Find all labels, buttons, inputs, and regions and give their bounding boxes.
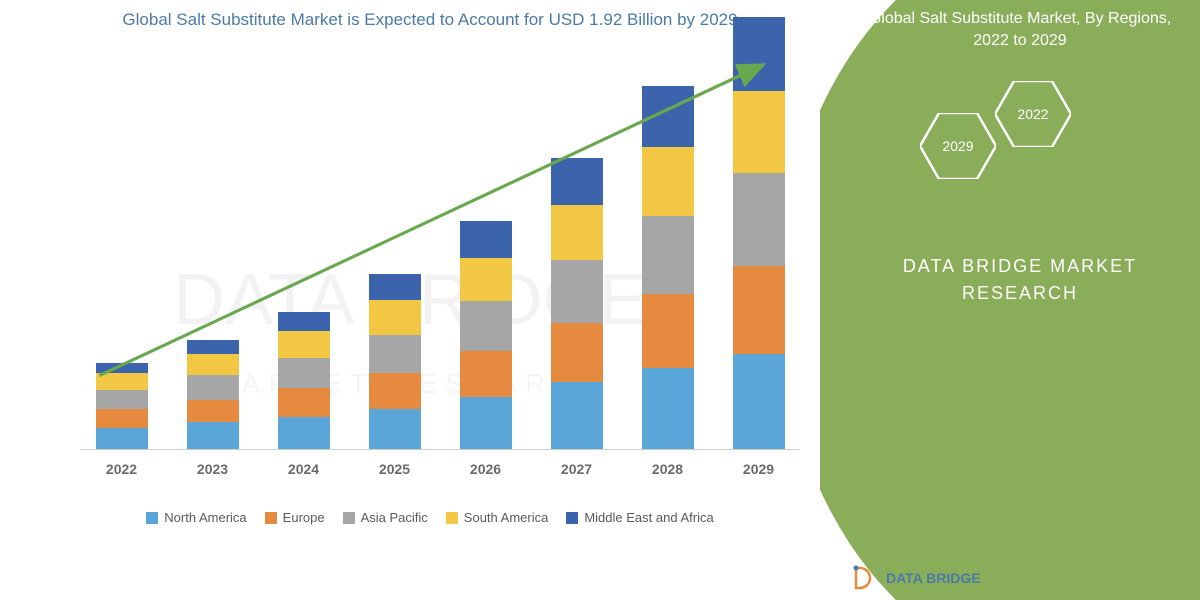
- bar-segment: [96, 373, 148, 390]
- bar-group: 2023: [181, 340, 244, 449]
- x-axis-label: 2024: [288, 461, 319, 477]
- x-axis-label: 2023: [197, 461, 228, 477]
- bar-segment: [733, 91, 785, 173]
- bar-segment: [278, 331, 330, 358]
- chart-plot: 20222023202420252026202720282029: [80, 50, 800, 470]
- bar-stack: [551, 158, 603, 449]
- bar-segment: [733, 17, 785, 91]
- bar-segment: [369, 409, 421, 449]
- legend-label: Asia Pacific: [361, 510, 428, 525]
- legend-item: South America: [446, 510, 549, 525]
- legend-label: North America: [164, 510, 246, 525]
- bar-stack: [733, 17, 785, 449]
- bar-segment: [551, 323, 603, 382]
- bar-segment: [642, 147, 694, 216]
- brand-line1: DATA BRIDGE MARKET: [860, 253, 1180, 280]
- bar-segment: [187, 422, 239, 449]
- bar-segment: [96, 390, 148, 409]
- main-container: DATA BRIDGE MARKET RESEARCH Global Salt …: [0, 0, 1200, 600]
- hexagon-group: 2029 2022: [860, 73, 1180, 213]
- brand-text: DATA BRIDGE MARKET RESEARCH: [860, 253, 1180, 307]
- bar-segment: [733, 266, 785, 354]
- bar-segment: [551, 205, 603, 260]
- bar-segment: [96, 363, 148, 373]
- hex-2029-label: 2029: [942, 138, 973, 154]
- bar-group: 2024: [272, 312, 335, 449]
- brand-line2: RESEARCH: [860, 280, 1180, 307]
- bar-group: 2029: [727, 17, 790, 449]
- bar-segment: [551, 158, 603, 206]
- bar-segment: [642, 86, 694, 147]
- legend-swatch: [446, 512, 458, 524]
- legend-label: Middle East and Africa: [584, 510, 713, 525]
- bar-segment: [369, 373, 421, 409]
- bar-group: 2025: [363, 274, 426, 449]
- right-content: Global Salt Substitute Market, By Region…: [820, 0, 1200, 600]
- hex-2029: 2029: [920, 113, 996, 179]
- bar-segment: [187, 340, 239, 353]
- bar-segment: [551, 382, 603, 449]
- bar-segment: [278, 358, 330, 388]
- mini-logo: DATA BRIDGE: [850, 564, 981, 592]
- legend-item: Europe: [265, 510, 325, 525]
- bar-segment: [369, 300, 421, 334]
- bars-container: 20222023202420252026202720282029: [80, 50, 800, 450]
- mini-logo-text: DATA BRIDGE: [886, 570, 981, 586]
- legend: North America Europe Asia Pacific South Ame…: [60, 510, 800, 525]
- bar-stack: [369, 274, 421, 449]
- bar-stack: [187, 340, 239, 449]
- bar-segment: [187, 354, 239, 375]
- legend-label: South America: [464, 510, 549, 525]
- legend-item: North America: [146, 510, 246, 525]
- legend-swatch: [265, 512, 277, 524]
- x-axis-label: 2025: [379, 461, 410, 477]
- legend-label: Europe: [283, 510, 325, 525]
- chart-panel: DATA BRIDGE MARKET RESEARCH Global Salt …: [0, 0, 820, 600]
- bar-segment: [460, 301, 512, 351]
- bar-segment: [187, 400, 239, 423]
- legend-item: Asia Pacific: [343, 510, 428, 525]
- bar-segment: [96, 428, 148, 449]
- bar-segment: [460, 258, 512, 302]
- x-axis-label: 2022: [106, 461, 137, 477]
- legend-swatch: [566, 512, 578, 524]
- x-axis-label: 2029: [743, 461, 774, 477]
- bar-stack: [278, 312, 330, 449]
- bar-segment: [733, 354, 785, 449]
- x-axis-label: 2028: [652, 461, 683, 477]
- bar-segment: [642, 368, 694, 449]
- right-panel: Global Salt Substitute Market, By Region…: [820, 0, 1200, 600]
- bar-segment: [460, 397, 512, 449]
- hex-2022-label: 2022: [1017, 106, 1048, 122]
- bar-group: 2022: [90, 363, 153, 449]
- bar-segment: [278, 312, 330, 331]
- legend-swatch: [146, 512, 158, 524]
- x-axis-label: 2026: [470, 461, 501, 477]
- bar-segment: [642, 216, 694, 294]
- bar-segment: [460, 351, 512, 397]
- bar-stack: [460, 221, 512, 449]
- bar-segment: [460, 221, 512, 257]
- bar-segment: [369, 335, 421, 373]
- bar-group: 2027: [545, 158, 608, 449]
- bar-segment: [642, 294, 694, 368]
- bar-segment: [551, 260, 603, 323]
- bar-segment: [733, 173, 785, 266]
- bar-group: 2028: [636, 86, 699, 449]
- bar-stack: [96, 363, 148, 449]
- right-title: Global Salt Substitute Market, By Region…: [860, 8, 1180, 53]
- legend-swatch: [343, 512, 355, 524]
- bar-segment: [278, 417, 330, 449]
- chart-title: Global Salt Substitute Market is Expecte…: [60, 10, 800, 30]
- x-axis-label: 2027: [561, 461, 592, 477]
- bar-stack: [642, 86, 694, 449]
- bar-segment: [278, 388, 330, 417]
- bar-segment: [369, 274, 421, 301]
- bar-segment: [96, 409, 148, 428]
- hex-2022: 2022: [995, 81, 1071, 147]
- logo-icon: [850, 564, 878, 592]
- legend-item: Middle East and Africa: [566, 510, 713, 525]
- bar-group: 2026: [454, 221, 517, 449]
- bar-segment: [187, 375, 239, 400]
